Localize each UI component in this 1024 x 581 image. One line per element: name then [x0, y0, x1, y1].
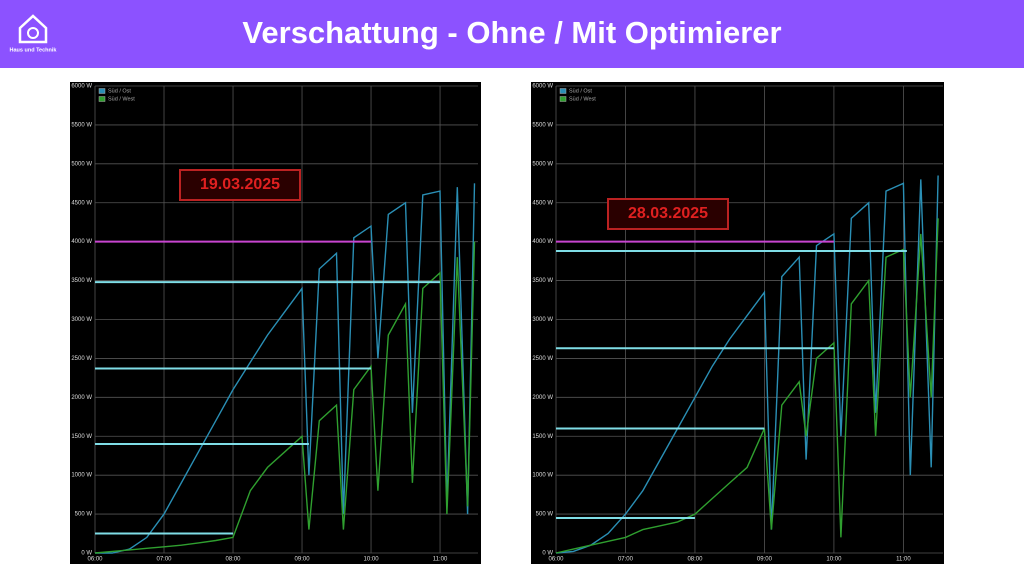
y-tick-label: 2000 W	[71, 395, 92, 401]
x-tick-label: 09:00	[295, 557, 311, 563]
chart-background	[531, 82, 944, 564]
chart-background	[70, 82, 481, 564]
legend-swatch	[559, 88, 567, 94]
y-tick-label: 6000 W	[71, 84, 92, 90]
y-tick-label: 2500 W	[71, 356, 92, 362]
x-tick-label: 07:00	[157, 557, 173, 563]
y-tick-label: 4000 W	[532, 239, 553, 245]
y-tick-label: 0 W	[81, 551, 92, 557]
x-tick-label: 11:00	[896, 557, 911, 563]
y-tick-label: 5000 W	[71, 161, 92, 167]
legend-label: Süd / West	[108, 96, 135, 102]
logo: Haus und Technik	[10, 14, 58, 53]
annotation-box	[179, 169, 301, 201]
logo-text: Haus und Technik	[10, 47, 58, 53]
annotation-box	[607, 198, 729, 230]
x-tick-label: 06:00	[87, 557, 103, 563]
y-tick-label: 500 W	[75, 512, 93, 518]
y-tick-label: 5500 W	[71, 122, 92, 128]
x-tick-label: 10:00	[826, 557, 842, 563]
y-tick-label: 5000 W	[532, 161, 553, 167]
x-tick-label: 09:00	[757, 557, 773, 563]
annotation: 28.03.2025	[628, 205, 708, 222]
y-tick-label: 6000 W	[532, 84, 553, 90]
x-tick-label: 08:00	[687, 557, 703, 563]
x-tick-label: 11:00	[433, 557, 448, 563]
series-line	[94, 241, 476, 554]
y-tick-label: 3000 W	[71, 317, 92, 323]
legend-label: Süd / Ost	[108, 88, 131, 94]
header-bar	[0, 0, 1024, 68]
y-tick-label: 500 W	[536, 512, 554, 518]
y-tick-label: 1500 W	[71, 434, 92, 440]
x-tick-label: 08:00	[226, 557, 242, 563]
y-tick-label: 4000 W	[71, 239, 92, 245]
legend-label: Süd / West	[569, 96, 596, 102]
x-tick-label: 07:00	[618, 557, 634, 563]
annotation: 19.03.2025	[200, 176, 280, 193]
y-tick-label: 4500 W	[71, 200, 92, 206]
y-tick-label: 1000 W	[71, 473, 92, 479]
legend-swatch	[98, 96, 106, 102]
y-tick-label: 3500 W	[71, 278, 92, 284]
y-tick-label: 2000 W	[532, 395, 553, 401]
y-tick-label: 1000 W	[532, 473, 553, 479]
series-line	[555, 175, 939, 554]
y-tick-label: 5500 W	[532, 122, 553, 128]
title: Verschattung - Ohne / Mit Optimierer	[242, 15, 781, 50]
y-tick-label: 4500 W	[532, 200, 553, 206]
x-tick-label: 10:00	[364, 557, 380, 563]
y-tick-label: 3500 W	[532, 278, 553, 284]
legend-swatch	[559, 96, 567, 102]
y-tick-label: 3000 W	[532, 317, 553, 323]
y-tick-label: 0 W	[542, 551, 553, 557]
x-tick-label: 06:00	[548, 557, 564, 563]
series-line	[95, 183, 476, 554]
legend-swatch	[98, 88, 106, 94]
legend-label: Süd / Ost	[569, 88, 592, 94]
y-tick-label: 1500 W	[532, 434, 553, 440]
series-line	[555, 218, 939, 554]
y-tick-label: 2500 W	[532, 356, 553, 362]
